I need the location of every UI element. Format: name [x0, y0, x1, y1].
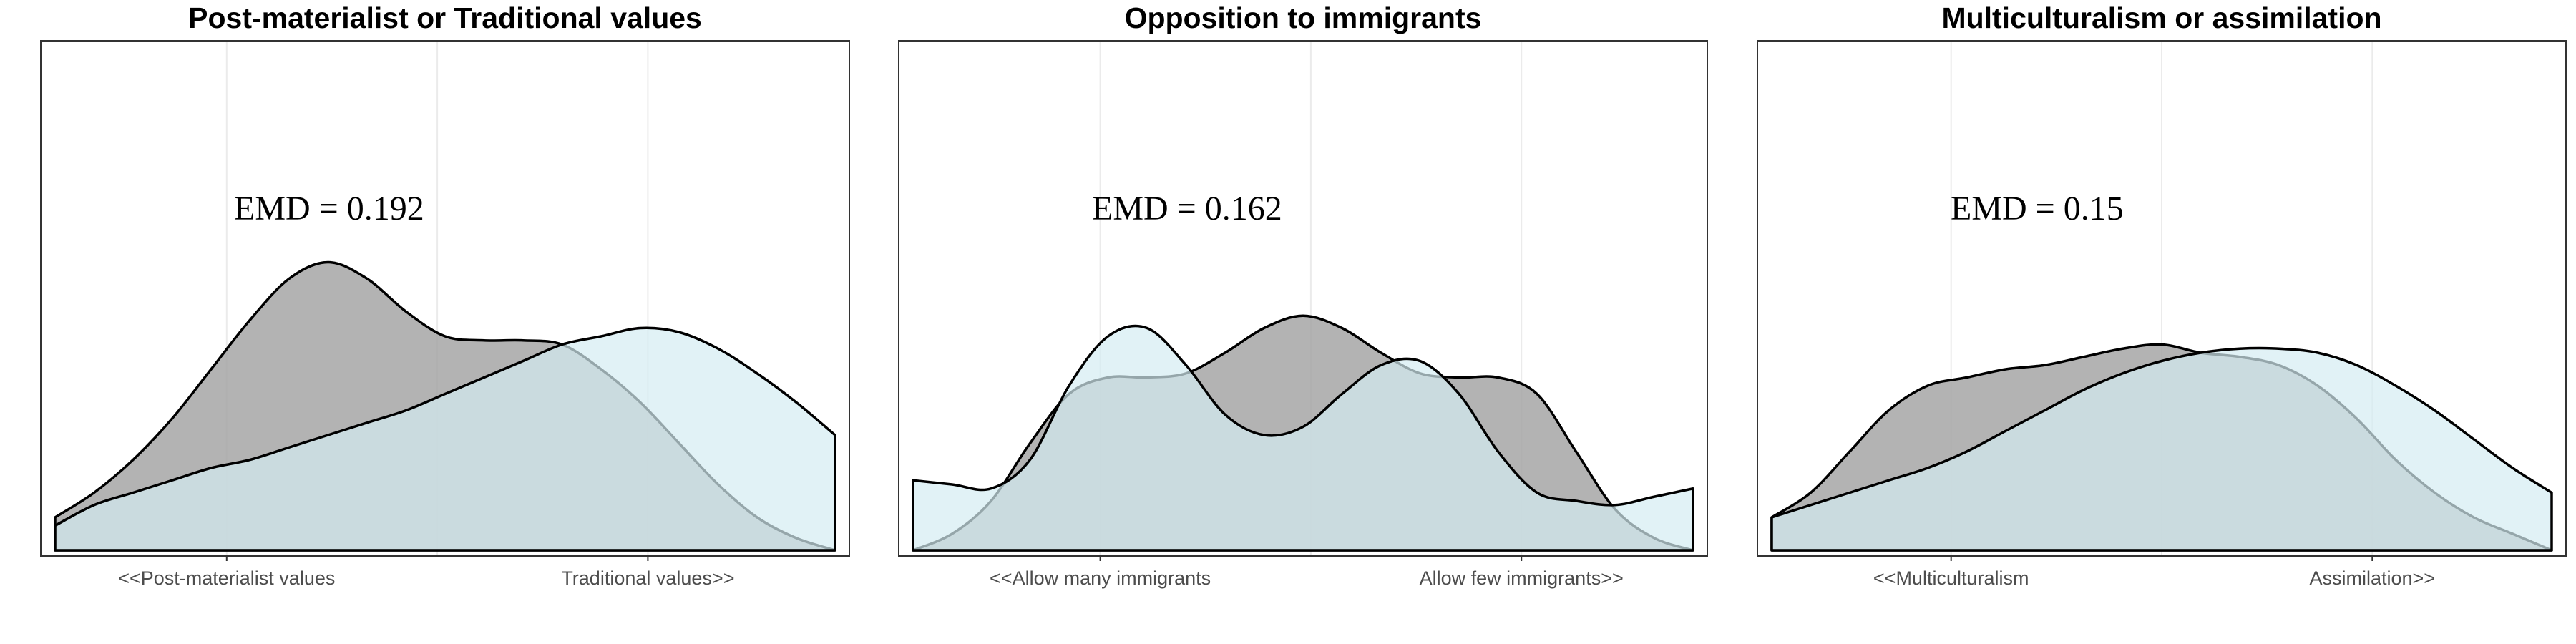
x-tick-label: Allow few immigrants>> [1420, 567, 1624, 589]
panel-border [1757, 40, 2567, 557]
emd-annotation: EMD = 0.162 [1092, 190, 1282, 228]
density-series-b [912, 324, 1694, 552]
emd-annotation: EMD = 0.15 [1951, 190, 2124, 228]
chart-panel-2: Opposition to immigrants EMD = 0.162 <<All… [898, 1, 1708, 589]
panel-title: Opposition to immigrants [1125, 1, 1482, 34]
chart-panel-1: Post-materialist or Traditional values EM… [40, 1, 850, 589]
panel-title: Multiculturalism or assimilation [1941, 1, 2381, 34]
chart-panel-3: Multiculturalism or assimilation EMD = 0.… [1757, 1, 2567, 589]
x-tick-label: <<Allow many immigrants [990, 567, 1211, 589]
panel-title: Post-materialist or Traditional values [188, 1, 702, 34]
x-tick-label: Traditional values>> [561, 567, 734, 589]
x-tick-label: Assimilation>> [2310, 567, 2436, 589]
x-tick-label: <<Post-materialist values [118, 567, 335, 589]
panel-border [40, 40, 850, 557]
density-series-b [1770, 346, 2553, 552]
x-tick-label: <<Multiculturalism [1873, 567, 2029, 589]
panel-border [898, 40, 1708, 557]
density-series-b [54, 326, 836, 552]
emd-annotation: EMD = 0.192 [234, 190, 424, 228]
